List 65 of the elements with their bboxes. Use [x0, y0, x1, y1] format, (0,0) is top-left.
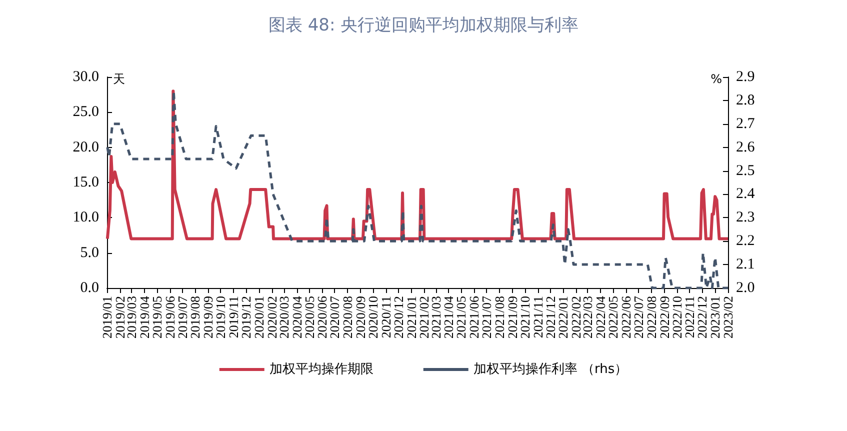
x-tick-label: 2022/11: [682, 296, 698, 338]
y-tick-label: 15.0: [72, 174, 99, 190]
y2-tick-label: 2.9: [736, 69, 755, 85]
x-tick-label: 2020/07: [327, 296, 342, 339]
x-tick-label: 2022/04: [593, 296, 608, 339]
x-tick-label: 2020/12: [390, 296, 406, 339]
x-tick-label: 2019/05: [149, 296, 164, 339]
x-tick-label: 2020/09: [352, 296, 368, 339]
y2-tick-label: 2.4: [736, 186, 756, 202]
legend-label: 加权平均操作利率 （rhs）: [473, 361, 628, 377]
x-tick-label: 2020/11: [378, 296, 394, 338]
x-tick-label: 2021/07: [479, 296, 494, 339]
x-tick-label: 2022/12: [694, 296, 710, 339]
x-tick-label: 2019/08: [188, 296, 203, 339]
y-tick-label: 25.0: [72, 104, 99, 120]
x-tick-label: 2020/06: [314, 296, 330, 339]
x-tick-label: 2022/05: [606, 296, 621, 339]
x-tick-label: 2021/09: [504, 296, 520, 339]
x-tick-label: 2021/06: [466, 296, 482, 339]
x-tick-label: 2022/06: [618, 296, 634, 339]
x-tick-label: 2023/02: [720, 296, 736, 339]
y2-tick-label: 2.7: [736, 116, 756, 132]
x-tick-label: 2021/04: [441, 296, 456, 339]
x-tick-label: 2019/01: [100, 296, 114, 339]
x-tick-label: 2019/12: [238, 296, 254, 339]
x-tick-label: 2021/10: [517, 296, 532, 339]
x-tick-label: 2022/01: [556, 296, 571, 339]
y-tick-label: 10.0: [72, 210, 99, 226]
x-tick-label: 2022/09: [656, 296, 672, 339]
y2-tick-label: 2.3: [736, 210, 755, 226]
y2-tick-label: 2.2: [736, 233, 755, 250]
x-tick-label: 2020/08: [340, 296, 356, 339]
y2-tick-label: 2.6: [736, 139, 756, 156]
x-tick-label: 2021/05: [454, 296, 469, 339]
x-tick-label: 2019/09: [200, 296, 216, 339]
x-tick-label: 2022/10: [669, 296, 684, 339]
x-tick-label: 2020/05: [302, 296, 317, 339]
x-tick-label: 2019/10: [213, 296, 228, 339]
x-tick-label: 2021/08: [492, 296, 507, 339]
x-tick-label: 2022/07: [631, 296, 646, 339]
x-tick-label: 2020/01: [251, 296, 266, 339]
x-tick-label: 2021/01: [404, 296, 419, 339]
x-tick-label: 2020/10: [365, 296, 380, 339]
legend-label: 加权平均操作期限: [269, 362, 374, 377]
x-tick-label: 2019/06: [162, 296, 178, 339]
x-tick-label: 2019/11: [226, 296, 242, 338]
line-series: [106, 90, 730, 240]
y-axis-title: 天: [113, 72, 125, 86]
y2-tick-label: 2.1: [736, 256, 755, 273]
y-tick-label: 20.0: [72, 139, 99, 156]
y-tick-label: 5.0: [80, 244, 99, 261]
chart-title: 图表 48: 央行逆回购平均加权期限与利率: [268, 16, 579, 36]
y-tick-label: 0.0: [80, 280, 99, 296]
y-tick-label: 30.0: [72, 69, 99, 85]
x-tick-label: 2023/01: [708, 296, 723, 339]
y2-tick-label: 2.0: [736, 280, 755, 296]
y2-axis-title: %: [710, 72, 722, 86]
x-tick-label: 2022/08: [644, 296, 659, 339]
x-tick-label: 2021/12: [542, 296, 558, 339]
x-tick-label: 2019/07: [174, 296, 190, 339]
x-tick-label: 2020/04: [289, 296, 304, 339]
y2-tick-label: 2.5: [736, 162, 755, 179]
y2-tick-label: 2.8: [736, 92, 755, 108]
x-tick-label: 2019/04: [136, 296, 152, 339]
x-tick-label: 2021/11: [530, 296, 546, 338]
